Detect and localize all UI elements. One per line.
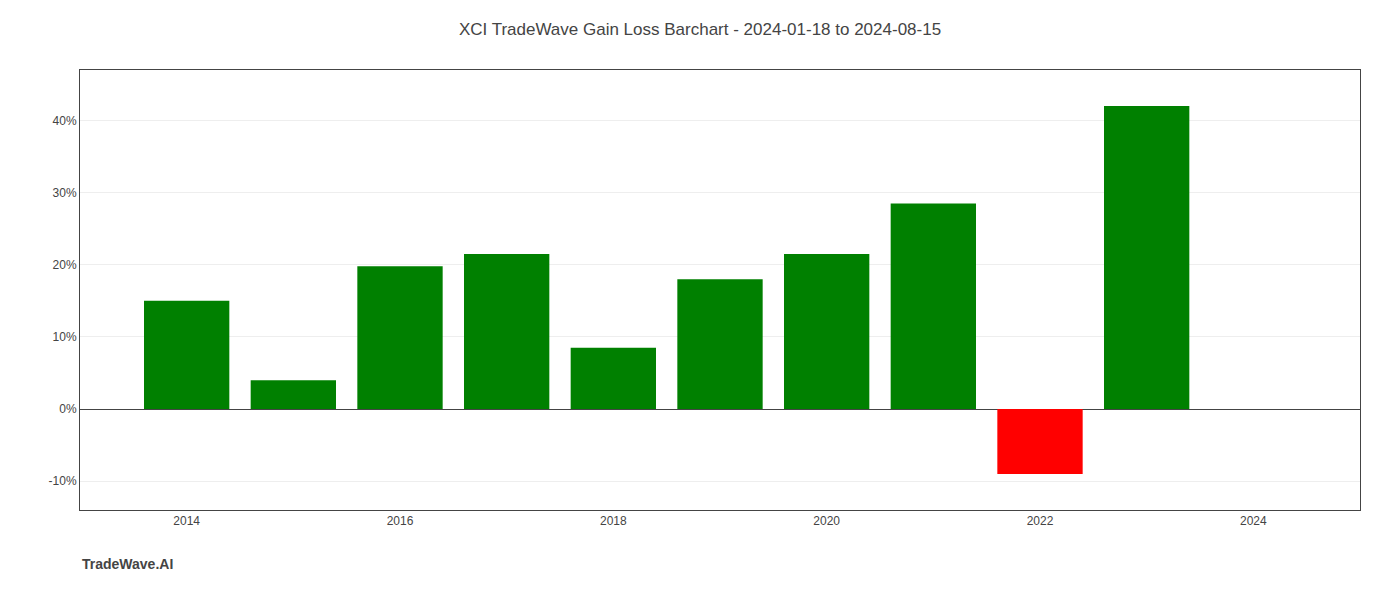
svg-text:2020: 2020 <box>813 514 840 528</box>
svg-text:TradeWave.AI: TradeWave.AI <box>82 556 173 572</box>
svg-text:2024: 2024 <box>1240 514 1267 528</box>
svg-text:20%: 20% <box>53 258 77 272</box>
svg-text:XCI TradeWave Gain Loss Barcha: XCI TradeWave Gain Loss Barchart - 2024-… <box>459 20 941 39</box>
svg-text:30%: 30% <box>53 186 77 200</box>
svg-text:2016: 2016 <box>387 514 414 528</box>
svg-text:2014: 2014 <box>173 514 200 528</box>
svg-text:-10%: -10% <box>49 474 77 488</box>
svg-text:0%: 0% <box>59 402 77 416</box>
svg-text:2022: 2022 <box>1027 514 1054 528</box>
svg-text:10%: 10% <box>53 330 77 344</box>
svg-text:40%: 40% <box>53 114 77 128</box>
svg-text:2018: 2018 <box>600 514 627 528</box>
